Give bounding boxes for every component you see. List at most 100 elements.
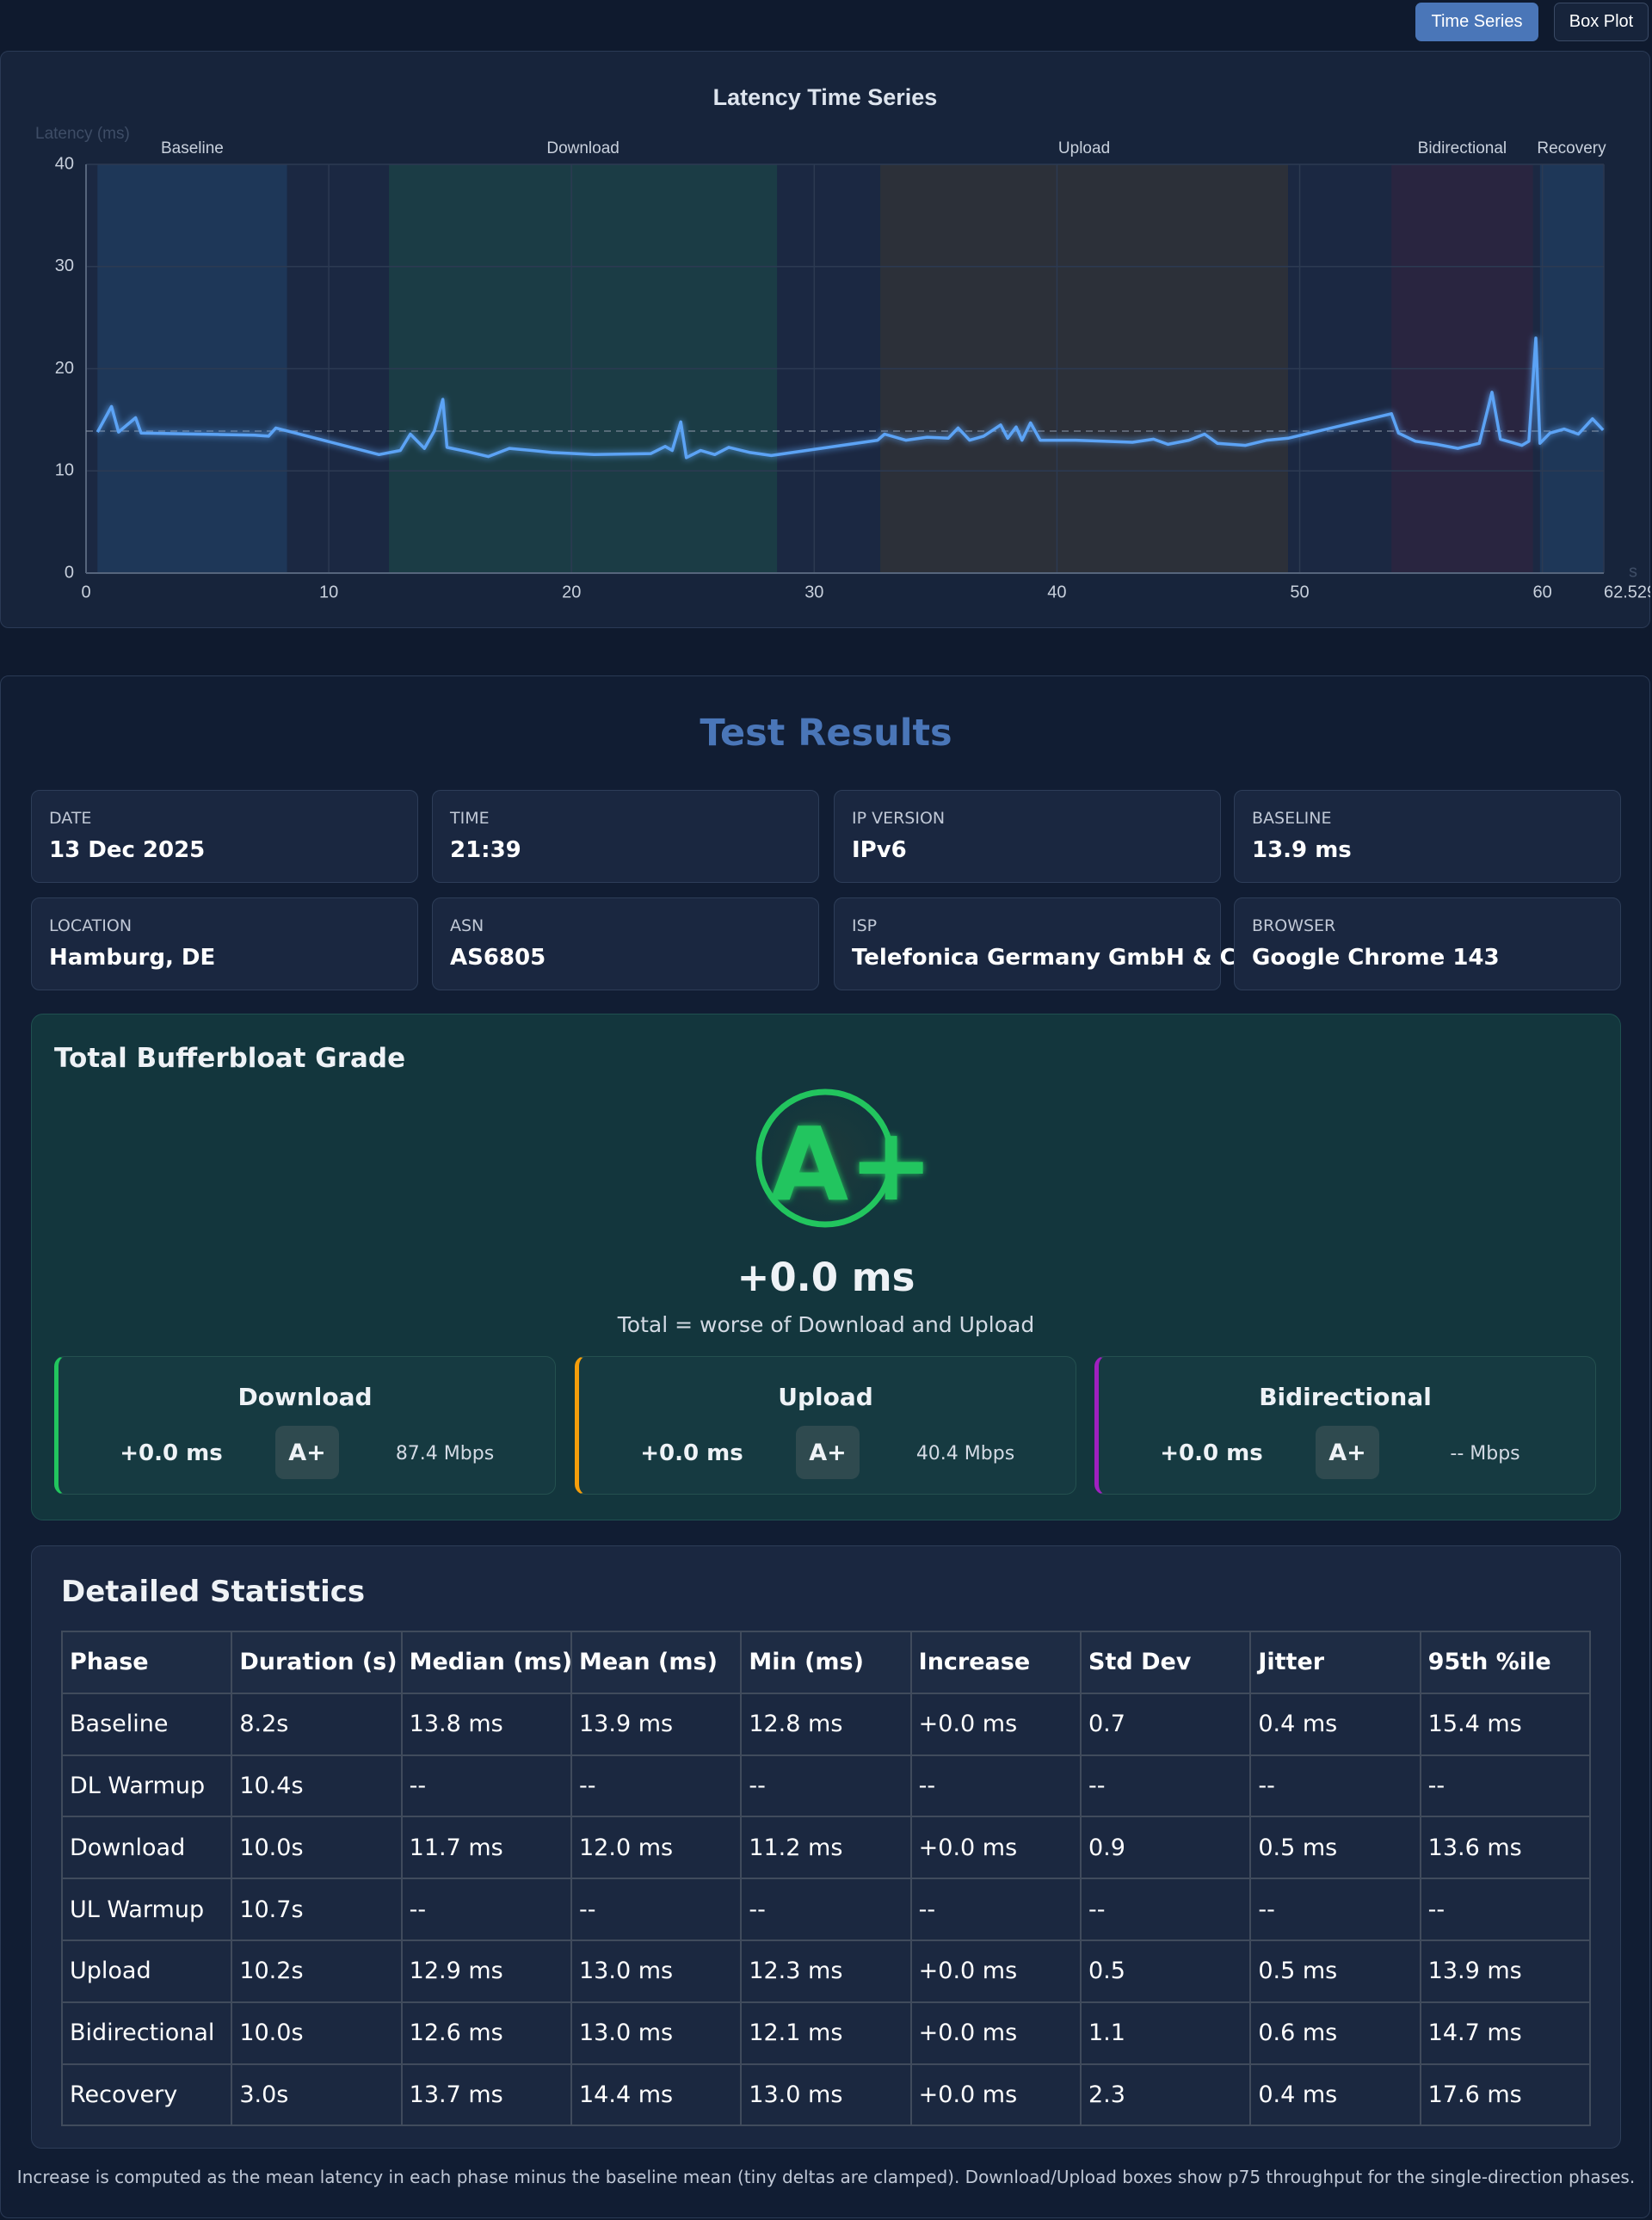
table-cell: -- xyxy=(570,1754,743,1818)
phase-name: Download xyxy=(237,1382,373,1411)
table-cell: 13.0 ms xyxy=(740,2063,912,2127)
table-cell: -- xyxy=(1080,1754,1252,1818)
x-tick-label: 20 xyxy=(562,583,581,601)
table-cell: -- xyxy=(909,1878,1082,1941)
table-cell: +0.0 ms xyxy=(909,1692,1082,1756)
table-header-cell: Median (ms) xyxy=(400,1631,572,1694)
phase-name: Bidirectional xyxy=(1259,1382,1432,1411)
y-tick-label: 0 xyxy=(65,563,74,582)
table-cell: 11.7 ms xyxy=(400,1816,572,1880)
table-header-cell: Mean (ms) xyxy=(570,1631,743,1694)
table-cell: 10.7s xyxy=(231,1878,403,1941)
table-cell: Upload xyxy=(61,1939,233,2003)
table-cell: Recovery xyxy=(61,2063,233,2127)
table-cell: -- xyxy=(740,1878,912,1941)
table-cell: 2.3 xyxy=(1080,2063,1252,2127)
phase-increase: +0.0 ms xyxy=(640,1440,743,1466)
y-tick-label: 30 xyxy=(55,256,74,275)
info-label: ISP xyxy=(852,916,878,935)
info-value: IPv6 xyxy=(852,837,907,863)
table-cell: 13.6 ms xyxy=(1419,1816,1591,1880)
info-value: 21:39 xyxy=(450,837,521,863)
table-cell: 8.2s xyxy=(231,1692,403,1756)
table-cell: 12.1 ms xyxy=(740,2001,912,2065)
info-card xyxy=(432,790,819,883)
table-cell: 13.7 ms xyxy=(400,2063,572,2127)
table-cell: 13.0 ms xyxy=(570,2001,743,2065)
phase-increase: +0.0 ms xyxy=(1160,1440,1263,1466)
phase-box xyxy=(1094,1356,1596,1495)
grade-title: Total Bufferbloat Grade xyxy=(54,1043,406,1074)
table-cell: 13.8 ms xyxy=(400,1692,572,1756)
chart-title: Latency Time Series xyxy=(713,84,938,110)
table-cell: 14.7 ms xyxy=(1419,2001,1591,2065)
phase-label: Recovery xyxy=(1537,139,1606,157)
table-cell: 13.0 ms xyxy=(570,1939,743,2003)
stats-title: Detailed Statistics xyxy=(61,1575,366,1609)
info-value: Google Chrome 143 xyxy=(1252,945,1500,971)
table-cell: 13.9 ms xyxy=(1419,1939,1591,2003)
info-value: 13 Dec 2025 xyxy=(49,837,206,863)
x-tick-label: 40 xyxy=(1047,583,1066,601)
table-cell: -- xyxy=(1419,1754,1591,1818)
info-label: IP VERSION xyxy=(852,809,946,828)
phase-label: Download xyxy=(546,139,620,157)
grade-letter: A+ xyxy=(770,1105,934,1224)
info-card xyxy=(834,897,1221,990)
table-cell: 12.0 ms xyxy=(570,1816,743,1880)
table-cell: 12.6 ms xyxy=(400,2001,572,2065)
table-header-cell: Min (ms) xyxy=(740,1631,912,1694)
table-cell: +0.0 ms xyxy=(909,2001,1082,2065)
phase-grade: A+ xyxy=(796,1426,860,1479)
x-tick-label: 60 xyxy=(1533,583,1552,601)
table-cell: 0.5 xyxy=(1080,1939,1252,2003)
table-header-cell: Std Dev xyxy=(1080,1631,1252,1694)
x-tick-label: 0 xyxy=(81,583,90,601)
y-tick-label: 10 xyxy=(55,461,74,480)
grade-ring xyxy=(755,1088,895,1228)
table-cell: 10.0s xyxy=(231,1816,403,1880)
footnote: Increase is computed as the mean latency… xyxy=(16,2167,1636,2187)
table-cell: 10.4s xyxy=(231,1754,403,1818)
table-header-cell: Jitter xyxy=(1249,1631,1421,1694)
phase-label: Upload xyxy=(1058,139,1110,157)
info-value: AS6805 xyxy=(450,945,546,971)
y-axis-label: Latency (ms) xyxy=(35,125,130,143)
table-cell: -- xyxy=(1080,1878,1252,1941)
x-axis-label: s xyxy=(1629,562,1637,581)
info-value: Hamburg, DE xyxy=(49,945,216,971)
table-cell: -- xyxy=(740,1754,912,1818)
grade-total: +0.0 ms xyxy=(737,1254,915,1300)
x-tick-label: 62.529 xyxy=(1604,583,1650,601)
table-cell: UL Warmup xyxy=(61,1878,233,1941)
table-header-cell: Increase xyxy=(909,1631,1082,1694)
table-cell: 10.0s xyxy=(231,2001,403,2065)
table-cell: -- xyxy=(400,1878,572,1941)
info-card xyxy=(31,897,418,990)
info-value: 13.9 ms xyxy=(1252,837,1352,863)
latency-line xyxy=(96,336,1605,459)
table-header-cell: Phase xyxy=(61,1631,233,1694)
phase-grade: A+ xyxy=(275,1426,339,1479)
y-tick-label: 40 xyxy=(55,154,74,173)
table-cell: -- xyxy=(909,1754,1082,1818)
table-cell: Baseline xyxy=(61,1692,233,1756)
grade-note: Total = worse of Download and Upload xyxy=(617,1311,1035,1337)
table-cell: 3.0s xyxy=(231,2063,403,2127)
table-cell: 0.6 ms xyxy=(1249,2001,1421,2065)
time-series-button[interactable]: Time Series xyxy=(1415,3,1538,41)
table-cell: 0.9 xyxy=(1080,1816,1252,1880)
box-plot-button[interactable]: Box Plot xyxy=(1554,3,1649,41)
table-cell: 14.4 ms xyxy=(570,2063,743,2127)
table-cell: 13.9 ms xyxy=(570,1692,743,1756)
grade-badge: A+ xyxy=(755,1088,934,1228)
info-label: DATE xyxy=(49,809,92,828)
table-cell: -- xyxy=(1419,1878,1591,1941)
info-label: LOCATION xyxy=(49,916,133,935)
table-cell: 0.5 ms xyxy=(1249,1939,1421,2003)
table-cell: 11.2 ms xyxy=(740,1816,912,1880)
table-cell: -- xyxy=(1249,1754,1421,1818)
info-value: Telefonica Germany GmbH & Co xyxy=(852,945,1252,971)
phase-throughput: -- Mbps xyxy=(1450,1442,1520,1465)
